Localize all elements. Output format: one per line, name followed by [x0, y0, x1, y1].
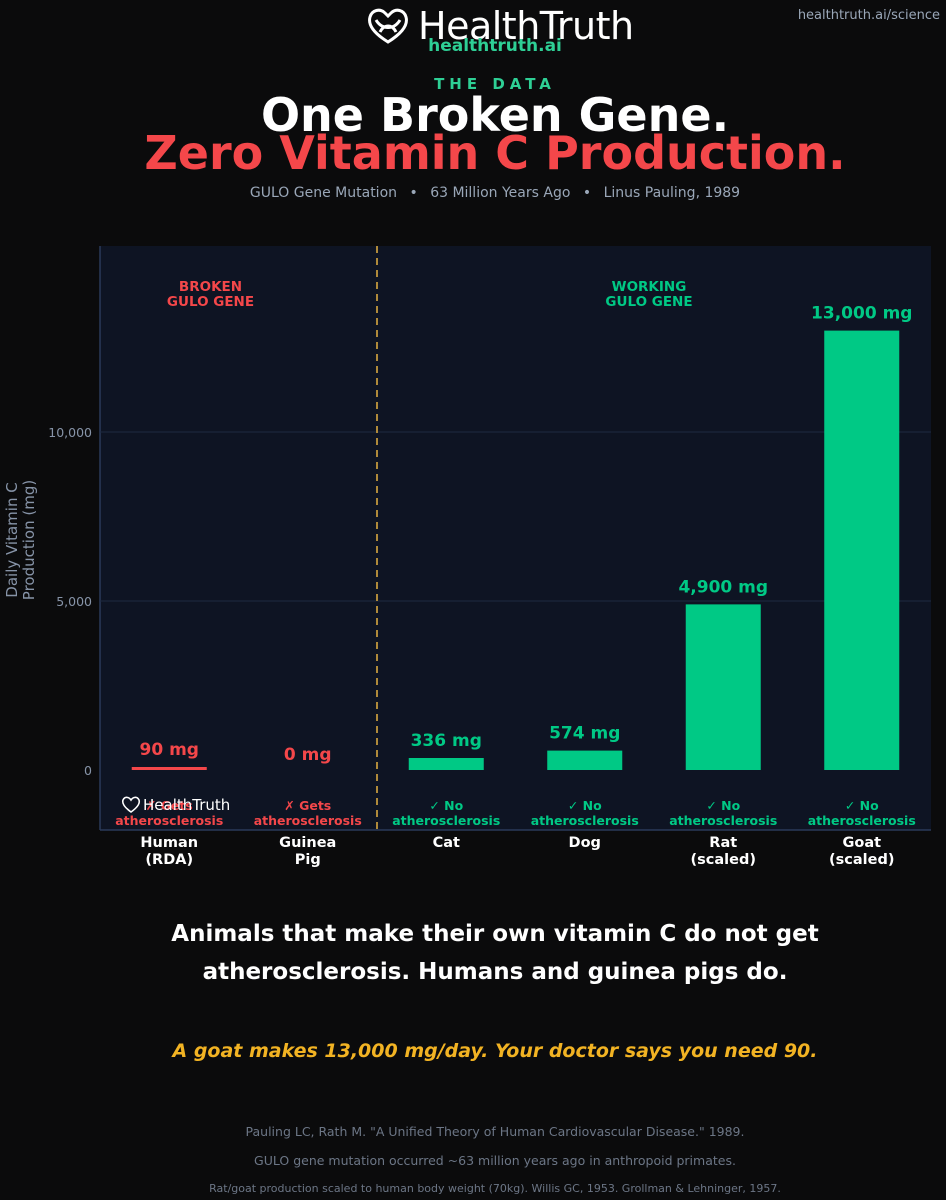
value-label: 0 mg	[284, 745, 332, 765]
subtitle-part-time: 63 Million Years Ago	[430, 185, 571, 201]
atherosclerosis-note-line: ✓ No	[845, 798, 879, 813]
x-category-label: Human (RDA)	[140, 835, 198, 868]
y-tick-label: 5,000	[56, 594, 92, 609]
atherosclerosis-note-line: atherosclerosis	[669, 813, 777, 828]
value-label: 4,900 mg	[678, 577, 768, 597]
kicker: THE DATA	[434, 75, 556, 93]
atherosclerosis-note-line: atherosclerosis	[808, 813, 916, 828]
reference-1: Pauling LC, Rath M. "A Unified Theory of…	[245, 1124, 745, 1139]
brand-domain[interactable]: healthtruth.ai	[428, 36, 562, 56]
subtitle-separator: •	[582, 185, 592, 201]
x-category-label-line: (RDA)	[145, 852, 193, 868]
brand-logo[interactable]: HealthTruth	[366, 4, 634, 48]
page-subtitle: GULO Gene Mutation • 63 Million Years Ag…	[0, 185, 946, 201]
atherosclerosis-note-line: atherosclerosis	[531, 813, 639, 828]
x-category-label: Rat (scaled)	[691, 835, 756, 868]
subtitle-part-source: Linus Pauling, 1989	[603, 185, 741, 201]
broken-gene-label-line: BROKEN	[179, 279, 242, 295]
key-statement: Animals that make their own vitamin C do…	[0, 915, 946, 991]
y-tick-label: 0	[84, 763, 92, 778]
page-title-line2: Zero Vitamin C Production.	[144, 126, 846, 180]
x-category-label-line: Goat	[842, 835, 881, 851]
value-label: 574 mg	[549, 724, 620, 744]
watermark-heart-icon	[121, 796, 141, 813]
working-gene-label: WORKING GULO GENE	[605, 279, 692, 310]
subtitle-separator: •	[409, 185, 418, 201]
y-axis-label: Daily Vitamin CProduction (mg)	[3, 480, 38, 600]
reference-3: Rat/goat production scaled to human body…	[209, 1182, 781, 1195]
x-category-label-line: Cat	[433, 835, 460, 851]
value-label: 13,000 mg	[811, 304, 912, 324]
atherosclerosis-note-line: ✓ No	[706, 798, 740, 813]
bar-goat	[824, 330, 900, 770]
atherosclerosis-note-line: ✗ Gets	[284, 798, 331, 813]
bar-cat	[408, 758, 484, 770]
atherosclerosis-note: ✗ Gets atherosclerosis	[115, 798, 223, 828]
broken-gene-label: BROKEN GULO GENE	[167, 279, 254, 310]
value-label: 336 mg	[411, 731, 482, 751]
atherosclerosis-note: ✓ No atherosclerosis	[531, 798, 639, 828]
plot-area	[100, 246, 931, 830]
subtitle-part-gene: GULO Gene Mutation	[249, 185, 398, 201]
x-category-label: Dog	[569, 835, 601, 851]
site-link[interactable]: healthtruth.ai/science	[797, 8, 940, 23]
x-category-label-line: Dog	[569, 835, 601, 851]
brand-name: HealthTruth	[418, 4, 634, 48]
atherosclerosis-note-line: atherosclerosis	[254, 813, 362, 828]
atherosclerosis-note-line: ✗ Gets	[146, 798, 193, 813]
reference-2: GULO gene mutation occurred ~63 million …	[254, 1153, 736, 1168]
key-statement-line2: atherosclerosis. Humans and guinea pigs …	[202, 959, 788, 985]
x-category-label-line: Rat	[709, 835, 737, 851]
vitamin-c-bar-chart: 0 5,000 10,000 Daily Vitamin CProduction (m…	[3, 246, 931, 868]
x-category-label: Cat	[433, 835, 460, 851]
punchline: A goat makes 13,000 mg/day. Your doctor …	[172, 1040, 818, 1062]
broken-gene-label-line: GULO GENE	[167, 294, 254, 310]
atherosclerosis-note: ✓ No atherosclerosis	[392, 798, 500, 828]
working-gene-label-line: WORKING	[612, 279, 687, 295]
watermark-text: HealthTruth	[143, 796, 230, 814]
atherosclerosis-note: ✓ No atherosclerosis	[808, 798, 916, 828]
bar-dog	[547, 750, 623, 770]
atherosclerosis-note: ✗ Gets atherosclerosis	[254, 798, 362, 828]
x-category-label-line: Guinea	[279, 835, 336, 851]
brand-header: HealthTruth healthtruth.ai healthtruth.a…	[0, 0, 946, 60]
x-category-label-line: (scaled)	[691, 852, 756, 868]
y-tick-label: 10,000	[48, 425, 92, 440]
x-category-label-line: Human	[140, 835, 198, 851]
key-statement-line1: Animals that make their own vitamin C do…	[171, 921, 819, 947]
atherosclerosis-note-line: atherosclerosis	[115, 813, 223, 828]
atherosclerosis-note-line: ✓ No	[568, 798, 602, 813]
atherosclerosis-note: ✓ No atherosclerosis	[669, 798, 777, 828]
value-label: 90 mg	[140, 740, 199, 760]
working-gene-label-line: GULO GENE	[605, 294, 692, 310]
y-axis-label-line: Production (mg)	[20, 480, 38, 600]
x-category-label: Guinea Pig	[279, 835, 336, 868]
bar-human	[131, 767, 207, 770]
atherosclerosis-note-line: ✓ No	[429, 798, 463, 813]
heart-knot-icon	[368, 8, 408, 44]
y-axis-label-line: Daily Vitamin C	[3, 482, 21, 597]
x-category-label: Goat (scaled)	[829, 835, 894, 868]
atherosclerosis-note-line: atherosclerosis	[392, 813, 500, 828]
chart-watermark: HealthTruth	[121, 796, 230, 814]
bar-rat	[685, 604, 761, 770]
x-category-label-line: (scaled)	[829, 852, 894, 868]
page-title-line1: One Broken Gene.	[260, 88, 730, 142]
x-category-label-line: Pig	[295, 852, 321, 868]
